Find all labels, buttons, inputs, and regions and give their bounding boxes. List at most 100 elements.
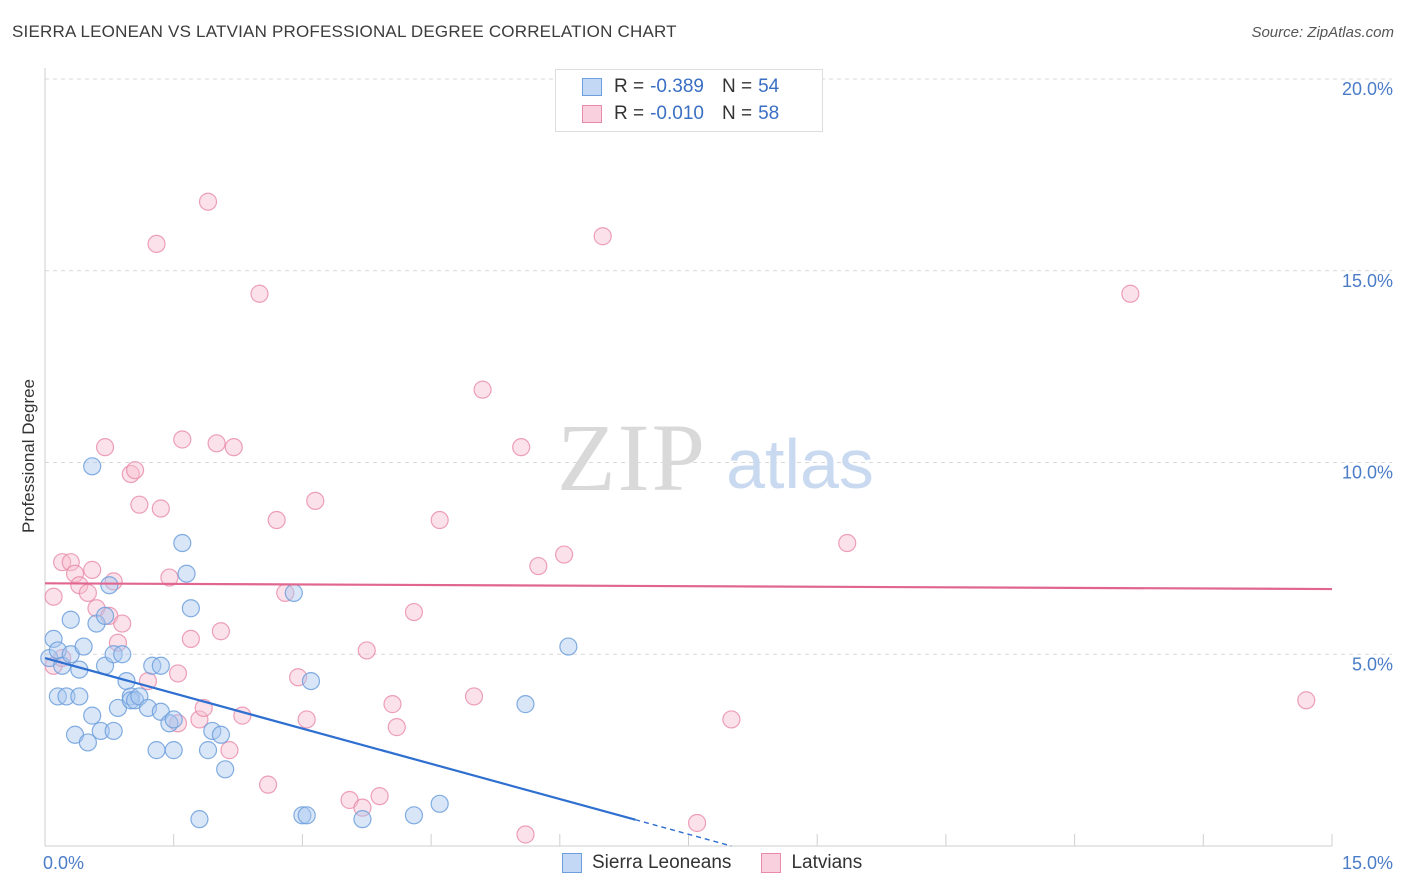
data-point-latvian [211, 622, 230, 641]
data-point-latvian [838, 533, 857, 553]
data-point-latvian [430, 510, 449, 530]
data-point-sierra-leonean [301, 671, 321, 691]
legend-r-label: R = [614, 103, 645, 124]
series-latvians [44, 192, 1316, 844]
data-point-sierra-leonean [164, 741, 183, 760]
source-credit[interactable]: Source: ZipAtlas.com [1251, 24, 1394, 41]
legend-n-label: N = [721, 76, 753, 97]
data-point-sierra-leonean [83, 457, 102, 476]
legend-swatch-blue [582, 78, 602, 96]
chart-title: SIERRA LEONEAN VS LATVIAN PROFESSIONAL D… [12, 22, 677, 41]
data-point-sierra-leonean [78, 733, 98, 752]
data-point-latvian [687, 813, 707, 833]
legend-r-label: R = [614, 76, 645, 97]
tick-labels: 5.0% 10.0% 15.0% 20.0% 0.0% 15.0% [43, 79, 1393, 873]
data-point-sierra-leonean [83, 706, 102, 725]
series-legend: Sierra Leoneans Latvians [562, 852, 892, 874]
data-point-sierra-leonean [404, 806, 424, 825]
data-point-sierra-leonean [559, 637, 578, 656]
data-point-latvian [61, 553, 80, 572]
data-point-latvian [113, 614, 132, 633]
series-sierra-leoneans [40, 457, 578, 829]
data-point-sierra-leonean [173, 533, 192, 553]
data-point-sierra-leonean [100, 576, 119, 595]
data-point-sierra-leonean [430, 794, 449, 813]
data-point-sierra-leonean [353, 810, 372, 829]
data-point-latvian [387, 718, 406, 737]
data-point-latvian [473, 380, 492, 399]
legend-label: Sierra Leoneans [592, 852, 732, 873]
y-tick-label: 10.0% [1342, 463, 1393, 483]
data-point-latvian [181, 629, 200, 649]
data-point-sierra-leonean [181, 599, 200, 618]
data-point-latvian [529, 556, 548, 576]
y-axis-label: Professional Degree [19, 379, 38, 533]
data-point-latvian [160, 568, 179, 587]
data-point-latvian [250, 284, 269, 303]
data-point-sierra-leonean [297, 806, 316, 825]
data-point-latvian [722, 710, 741, 729]
data-point-sierra-leonean [44, 629, 63, 649]
x-tick-label: 0.0% [43, 853, 84, 873]
data-point-latvian [151, 499, 170, 518]
legend-row-sierra-leoneans: R = -0.389 N = 54 [582, 75, 779, 99]
legend-row-latvians: R = -0.010 N = 58 [582, 102, 779, 126]
trend-line-latvians [44, 582, 1333, 591]
data-point-latvian [83, 560, 102, 579]
data-point-sierra-leonean [198, 741, 218, 760]
data-point-latvian [125, 461, 145, 480]
data-point-sierra-leonean [74, 637, 93, 656]
data-point-latvian [108, 633, 128, 652]
data-point-sierra-leonean [190, 810, 209, 829]
data-point-latvian [297, 710, 316, 729]
data-point-latvian [370, 787, 389, 806]
data-point-latvian [168, 664, 188, 683]
data-point-latvian [173, 430, 192, 449]
data-point-latvian [404, 602, 424, 622]
data-point-latvian [464, 687, 484, 706]
data-point-latvian [267, 510, 286, 530]
watermark: ZIP atlas [557, 404, 874, 511]
data-point-sierra-leonean [177, 564, 196, 583]
data-point-latvian [207, 434, 226, 453]
data-point-latvian [593, 227, 612, 246]
data-point-sierra-leonean [151, 656, 170, 675]
data-point-sierra-leonean [57, 687, 76, 706]
data-point-latvian [147, 234, 166, 254]
grid-lines [45, 78, 1392, 655]
data-point-latvian [44, 587, 63, 606]
stats-legend: R = -0.389 N = 54 R = -0.010 N = 58 [555, 69, 823, 132]
data-point-latvian [95, 438, 115, 457]
data-point-latvian [1121, 284, 1140, 303]
legend-n-label: N = [721, 103, 753, 124]
y-tick-label: 5.0% [1352, 654, 1393, 674]
legend-label: Latvians [791, 852, 863, 873]
legend-n-value: 58 [758, 103, 780, 124]
data-point-sierra-leonean [95, 606, 115, 626]
data-point-sierra-leonean [203, 721, 222, 741]
data-point-sierra-leonean [61, 610, 80, 629]
data-point-sierra-leonean [113, 645, 132, 664]
legend-swatch-pink [761, 853, 782, 873]
data-point-sierra-leonean [104, 721, 123, 741]
data-point-latvian [306, 491, 325, 510]
data-point-latvian [65, 564, 85, 583]
data-point-latvian [224, 438, 243, 457]
legend-swatch-blue [562, 853, 582, 873]
legend-swatch-pink [582, 105, 602, 123]
data-point-sierra-leonean [164, 710, 183, 729]
data-point-latvian [190, 710, 209, 729]
legend-item-sierra-leoneans[interactable]: Sierra Leoneans [562, 852, 731, 874]
legend-r-value: -0.389 [650, 76, 704, 97]
data-point-latvian [198, 192, 218, 211]
data-point-sierra-leonean [516, 695, 535, 714]
data-point-sierra-leonean [91, 721, 110, 741]
axes [44, 68, 1333, 847]
legend-r-value: -0.010 [650, 103, 704, 124]
data-point-latvian [130, 495, 149, 514]
data-point-sierra-leonean [293, 806, 312, 825]
legend-item-latvians[interactable]: Latvians [761, 852, 862, 874]
data-point-latvian [516, 825, 535, 844]
trend-line-sierra-leoneans-extension [635, 819, 732, 847]
